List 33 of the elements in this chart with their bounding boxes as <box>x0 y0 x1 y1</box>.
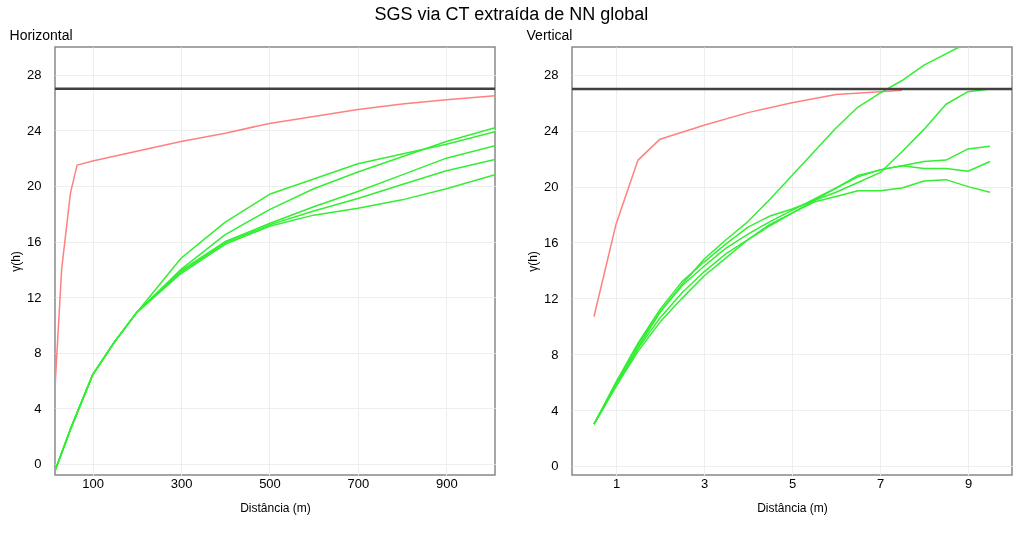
y-tick-label: 20 <box>27 178 42 194</box>
y-tick-label: 12 <box>544 290 559 306</box>
y-tick-label: 16 <box>27 234 42 250</box>
y-tick-label: 20 <box>544 179 559 195</box>
x-tick-label: 100 <box>82 475 104 491</box>
y-tick-label: 8 <box>34 345 42 361</box>
y-tick-label: 16 <box>544 235 559 250</box>
y-tick-label: 4 <box>551 402 559 418</box>
y-tick-label: 8 <box>551 346 559 362</box>
y-tick-label: 28 <box>544 67 559 83</box>
y-tick-label: 0 <box>551 458 559 474</box>
x-tick-label: 900 <box>436 475 458 491</box>
x-tick-label: 3 <box>700 475 709 491</box>
x-tick-label: 9 <box>964 475 973 491</box>
x-tick-label: 5 <box>788 475 797 491</box>
y-axis-title: γ(h) <box>9 251 24 272</box>
x-axis-title: Distância (m) <box>757 500 828 515</box>
chart-subtitle: Horizontal <box>9 27 73 43</box>
y-tick-label: 12 <box>27 289 42 305</box>
y-tick-label: 0 <box>34 456 42 472</box>
chart-subtitle: Vertical <box>526 27 573 43</box>
x-axis-title: Distância (m) <box>240 500 311 515</box>
y-tick-label: 24 <box>544 123 559 139</box>
x-tick-label: 500 <box>259 475 281 491</box>
x-tick-label: 1 <box>612 475 621 491</box>
y-axis-title: γ(h) <box>526 251 541 272</box>
x-tick-label: 300 <box>170 475 193 491</box>
y-tick-label: 24 <box>27 122 42 138</box>
y-tick-label: 4 <box>34 400 42 416</box>
x-tick-label: 700 <box>347 475 370 491</box>
x-tick-label: 7 <box>876 475 885 491</box>
y-tick-label: 28 <box>27 67 42 83</box>
chart-title: SGS via CT extraída de NN global <box>374 4 649 25</box>
